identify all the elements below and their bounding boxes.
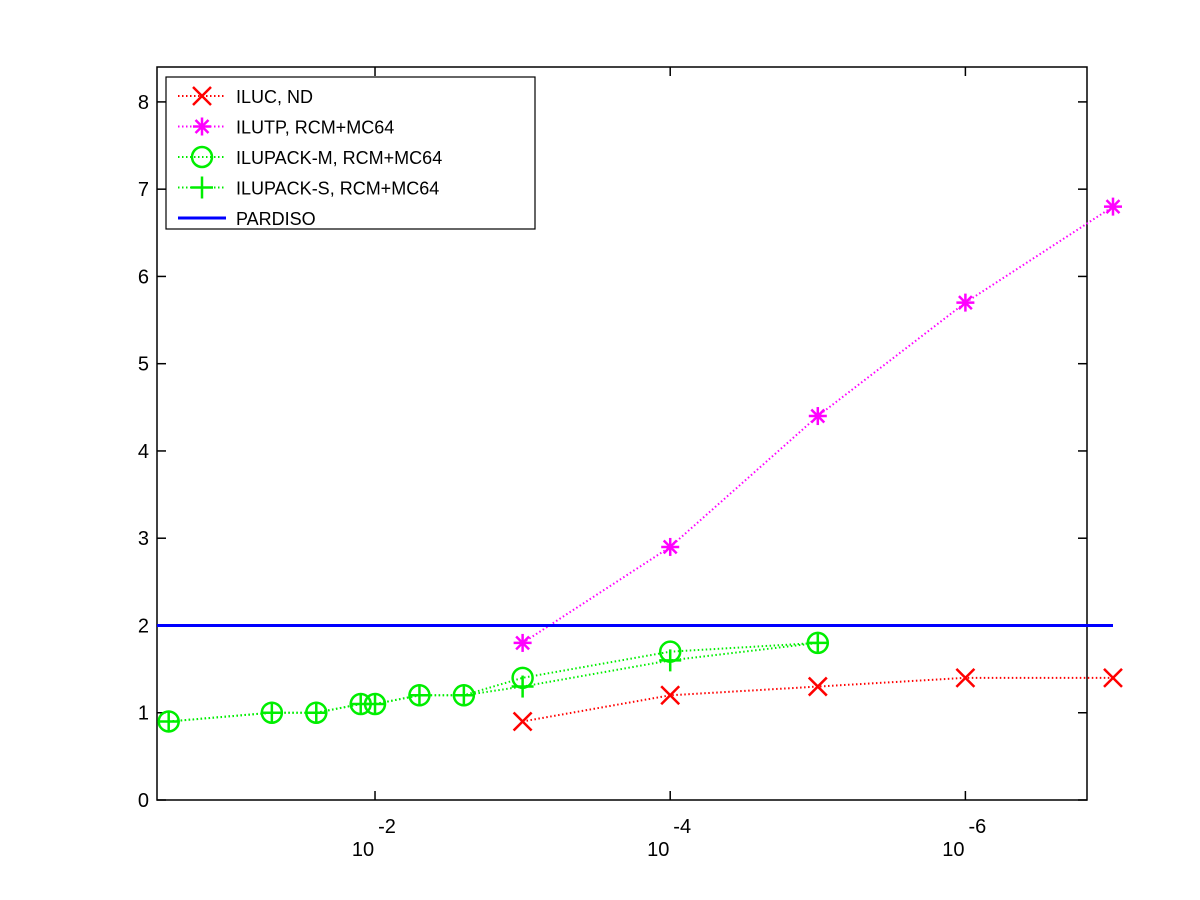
x-tick-base: 10 (647, 839, 669, 861)
legend-label: ILUC, ND (236, 87, 313, 107)
series-line (168, 641, 818, 723)
x-tick-exponent: -4 (673, 816, 691, 838)
x-tick-exponent: -6 (968, 816, 986, 838)
data-point (260, 701, 283, 724)
marker-stroke (1105, 199, 1121, 214)
marker-stroke (810, 408, 826, 424)
legend-entry: ILUPACK-S, RCM+MC64 (178, 176, 439, 199)
legend-label: PARDISO (236, 209, 316, 229)
marker-stroke (660, 685, 681, 706)
y-tick-label: 8 (138, 92, 149, 114)
data-point (806, 631, 829, 654)
marker-stroke (958, 295, 973, 310)
legend-box (165, 76, 536, 230)
y-tick-label: 7 (138, 179, 149, 201)
data-point (661, 537, 680, 556)
y-tick-label: 4 (138, 441, 149, 463)
marker-stroke (515, 635, 530, 651)
marker-stroke (194, 119, 210, 134)
data-point (808, 407, 827, 426)
marker-stroke (807, 676, 828, 697)
data-point (512, 711, 533, 732)
data-point (956, 293, 975, 312)
y-tick-label: 1 (138, 703, 149, 725)
legend-label: ILUPACK-M, RCM+MC64 (236, 148, 442, 168)
y-tick-label: 3 (138, 528, 149, 550)
legend-marker (190, 145, 214, 169)
y-tick-label: 5 (138, 354, 149, 376)
data-point (157, 710, 180, 733)
legend-entry: ILUPACK-M, RCM+MC64 (178, 145, 442, 169)
legend-label: ILUPACK-S, RCM+MC64 (236, 179, 439, 199)
series-plus-3 (157, 631, 829, 733)
data-point (1103, 667, 1123, 688)
data-point (513, 633, 532, 652)
series-layer (157, 197, 1123, 733)
data-point (452, 684, 475, 707)
series-asterisk-1 (513, 197, 1122, 652)
legend-marker (191, 176, 213, 199)
legend-marker (193, 117, 211, 136)
data-point (511, 675, 534, 698)
legend-label: ILUTP, RCM+MC64 (236, 118, 394, 138)
x-tick-base: 10 (942, 839, 964, 861)
x-tick-base: 10 (352, 839, 374, 861)
y-tick-label: 0 (138, 790, 149, 812)
data-point (1103, 197, 1122, 216)
legend-entry: ILUC, ND (178, 86, 313, 107)
data-point (955, 667, 976, 688)
x-tick-exponent: -2 (378, 816, 396, 838)
marker-stroke (955, 667, 976, 688)
y-tick-label: 2 (138, 615, 149, 637)
y-tick-label: 6 (138, 266, 149, 288)
marker-stroke (192, 86, 212, 106)
data-point (364, 693, 387, 716)
series-x-0 (512, 667, 1123, 732)
data-point (305, 701, 328, 724)
legend: ILUC, ND ILUTP, RCM+MC64 ILUPACK-M, RCM+MC… (165, 76, 536, 230)
marker-stroke (1103, 667, 1123, 688)
data-point (659, 649, 682, 672)
legend-marker (192, 86, 212, 106)
marker-stroke (662, 539, 678, 555)
legend-entry: ILUTP, RCM+MC64 (178, 117, 394, 138)
data-point (807, 676, 828, 697)
data-point (660, 685, 681, 706)
marker-stroke (512, 711, 533, 732)
data-point (408, 684, 431, 707)
legend-entry: PARDISO (178, 209, 316, 229)
